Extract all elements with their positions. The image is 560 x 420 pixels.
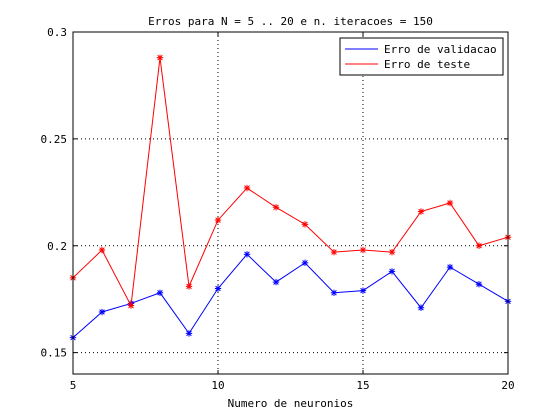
data-point-marker xyxy=(475,242,483,249)
data-point-marker xyxy=(359,246,367,254)
legend: Erro de validacao Erro de teste xyxy=(339,37,504,76)
data-point-marker xyxy=(214,216,222,224)
data-point-marker xyxy=(243,184,251,192)
series-line xyxy=(72,253,509,339)
x-axis-label: Numero de neuronios xyxy=(228,397,354,410)
data-point-marker xyxy=(185,283,193,290)
data-point-marker xyxy=(156,54,164,61)
y-tick-label: 0.2 xyxy=(47,240,67,253)
series-layer xyxy=(69,54,512,341)
axes-box xyxy=(72,31,509,375)
data-point-marker xyxy=(359,287,367,294)
data-point-marker xyxy=(388,248,396,256)
data-point-marker xyxy=(446,199,454,207)
data-point-marker xyxy=(127,302,135,309)
data-point-marker xyxy=(301,221,309,228)
ticks: 5 10 15 20 0.15 0.2 0.25 0.3 xyxy=(41,26,515,392)
data-point-marker xyxy=(301,259,309,267)
legend-label: Erro de validacao xyxy=(384,43,497,56)
x-tick-label: 5 xyxy=(70,379,77,392)
x-tick-label: 10 xyxy=(211,379,224,392)
series-line xyxy=(72,57,509,308)
data-point-marker xyxy=(272,204,280,211)
data-point-marker xyxy=(330,248,338,256)
legend-label: Erro de teste xyxy=(384,58,470,71)
data-point-marker xyxy=(98,308,106,316)
series-1 xyxy=(69,54,512,309)
chart-title: Erros para N = 5 .. 20 e n. iteracoes = … xyxy=(148,15,433,28)
data-point-marker xyxy=(98,246,106,254)
y-tick-label: 0.3 xyxy=(47,26,67,39)
y-tick-label: 0.25 xyxy=(41,133,68,146)
data-point-marker xyxy=(272,278,280,286)
x-tick-label: 20 xyxy=(501,379,514,392)
x-tick-label: 15 xyxy=(356,379,369,392)
data-point-marker xyxy=(185,330,193,337)
legend-box xyxy=(339,37,504,76)
data-point-marker xyxy=(417,208,425,215)
legend-item: Erro de validacao xyxy=(345,43,497,56)
data-point-marker xyxy=(475,281,483,288)
data-point-marker xyxy=(417,304,425,311)
grid-lines xyxy=(73,32,508,374)
y-tick-label: 0.15 xyxy=(41,347,68,360)
data-point-marker xyxy=(446,263,454,271)
legend-item: Erro de teste xyxy=(345,58,470,71)
data-point-marker xyxy=(330,289,338,296)
data-point-marker xyxy=(214,285,222,292)
data-point-marker xyxy=(243,251,251,258)
data-point-marker xyxy=(156,289,164,296)
data-point-marker xyxy=(388,268,396,275)
